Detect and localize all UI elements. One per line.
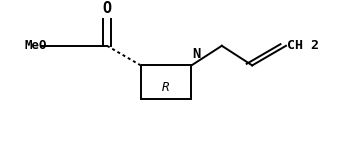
Text: N: N <box>193 47 201 61</box>
Text: O: O <box>102 1 112 16</box>
Text: CH 2: CH 2 <box>287 39 319 52</box>
Text: MeO: MeO <box>24 39 47 52</box>
Text: R: R <box>162 81 169 94</box>
